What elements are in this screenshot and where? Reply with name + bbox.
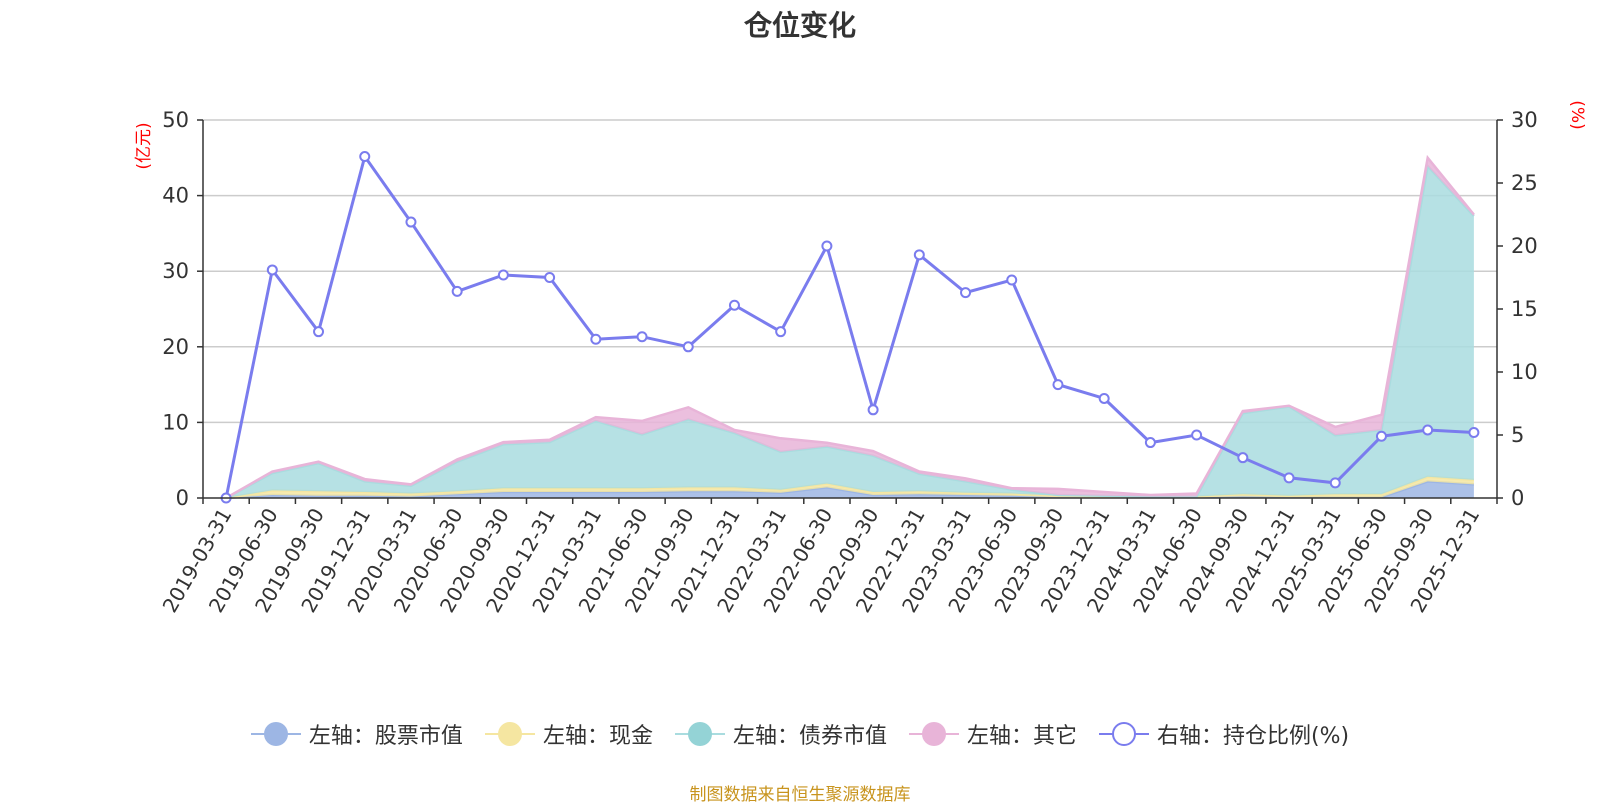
ratio-point bbox=[636, 331, 648, 343]
legend-swatch-cash bbox=[484, 722, 535, 746]
right-tick-label: 25 bbox=[1511, 171, 1538, 195]
left-tick-label: 50 bbox=[162, 108, 189, 132]
ratio-point bbox=[313, 326, 325, 338]
ratio-point bbox=[821, 240, 833, 252]
ratio-point bbox=[266, 264, 278, 276]
ratio-point bbox=[1191, 429, 1203, 441]
ratio-point bbox=[1375, 430, 1387, 442]
left-tick-label: 10 bbox=[162, 410, 189, 434]
ratio-point bbox=[960, 287, 972, 299]
right-tick-label: 5 bbox=[1511, 423, 1524, 447]
right-axis-unit: (%) bbox=[1567, 100, 1587, 129]
grid-lines bbox=[203, 119, 1497, 424]
ratio-point bbox=[544, 272, 556, 283]
ratio-point bbox=[775, 326, 787, 338]
ratio-point bbox=[867, 404, 879, 416]
legend-item-stock[interactable]: 左轴：股票市值 bbox=[250, 718, 463, 750]
right-tick-label: 30 bbox=[1511, 108, 1538, 132]
ratio-line bbox=[220, 151, 1480, 504]
ratio-point bbox=[1283, 472, 1295, 484]
ratio-point bbox=[1329, 477, 1341, 489]
ratio-point bbox=[590, 333, 602, 345]
legend-item-cash[interactable]: 左轴：现金 bbox=[484, 718, 653, 750]
ratio-point bbox=[1422, 424, 1434, 436]
ratio-point bbox=[1468, 426, 1480, 438]
ratio-point bbox=[1052, 379, 1064, 391]
right-tick-label: 20 bbox=[1511, 234, 1538, 258]
left-tick-label: 30 bbox=[162, 259, 189, 283]
data-source-note: 制图数据来自恒生聚源数据库 bbox=[689, 785, 911, 805]
area-series-1 bbox=[226, 476, 1474, 498]
legend-item-ratio[interactable]: 右轴：持仓比例(%) bbox=[1098, 718, 1350, 750]
ratio-point bbox=[1006, 274, 1018, 286]
area-series-0 bbox=[226, 481, 1474, 498]
ratio-point bbox=[359, 151, 371, 163]
ratio-point bbox=[451, 285, 463, 297]
area-edge-3 bbox=[225, 154, 1475, 500]
ratio-point bbox=[1144, 437, 1156, 449]
ratio-point bbox=[913, 249, 925, 261]
left-tick-label: 0 bbox=[176, 486, 189, 510]
legend-swatch-other bbox=[908, 722, 959, 746]
legend-swatch-stock bbox=[250, 722, 301, 746]
legend-label-ratio: 右轴：持仓比例(%) bbox=[1156, 724, 1350, 749]
legend-swatch-ratio bbox=[1098, 722, 1149, 746]
ratio-point bbox=[405, 216, 417, 228]
ratio-line-path bbox=[224, 153, 1474, 499]
ratio-point bbox=[728, 299, 740, 311]
left-tick-label: 20 bbox=[162, 335, 189, 359]
right-tick-label: 15 bbox=[1511, 297, 1538, 321]
ratio-point bbox=[1098, 392, 1110, 404]
area-series-2 bbox=[226, 166, 1474, 498]
ratio-point bbox=[1237, 452, 1249, 464]
left-tick-label: 40 bbox=[162, 184, 189, 208]
legend-label-stock: 左轴：股票市值 bbox=[308, 724, 463, 749]
legend-label-other: 左轴：其它 bbox=[966, 724, 1077, 749]
ratio-point bbox=[682, 341, 694, 353]
axes: 010203040500510152025302019-03-312019-06… bbox=[158, 108, 1538, 617]
chart-title: 仓位变化 bbox=[743, 9, 856, 42]
legend-label-cash: 左轴：现金 bbox=[542, 724, 653, 749]
right-tick-label: 10 bbox=[1511, 360, 1538, 384]
stacked-areas bbox=[225, 154, 1475, 500]
ratio-point bbox=[497, 269, 509, 281]
right-tick-label: 0 bbox=[1511, 486, 1524, 510]
legend: 左轴：股票市值 左轴：现金 左轴：债券市值 左轴：其它 右轴：持仓比例(%) bbox=[0, 718, 1600, 750]
legend-label-bond: 左轴：债券市值 bbox=[732, 724, 887, 749]
legend-item-other[interactable]: 左轴：其它 bbox=[908, 718, 1077, 750]
legend-swatch-bond bbox=[674, 722, 725, 746]
legend-item-bond[interactable]: 左轴：债券市值 bbox=[674, 718, 887, 750]
left-axis-unit: (亿元) bbox=[134, 122, 154, 169]
